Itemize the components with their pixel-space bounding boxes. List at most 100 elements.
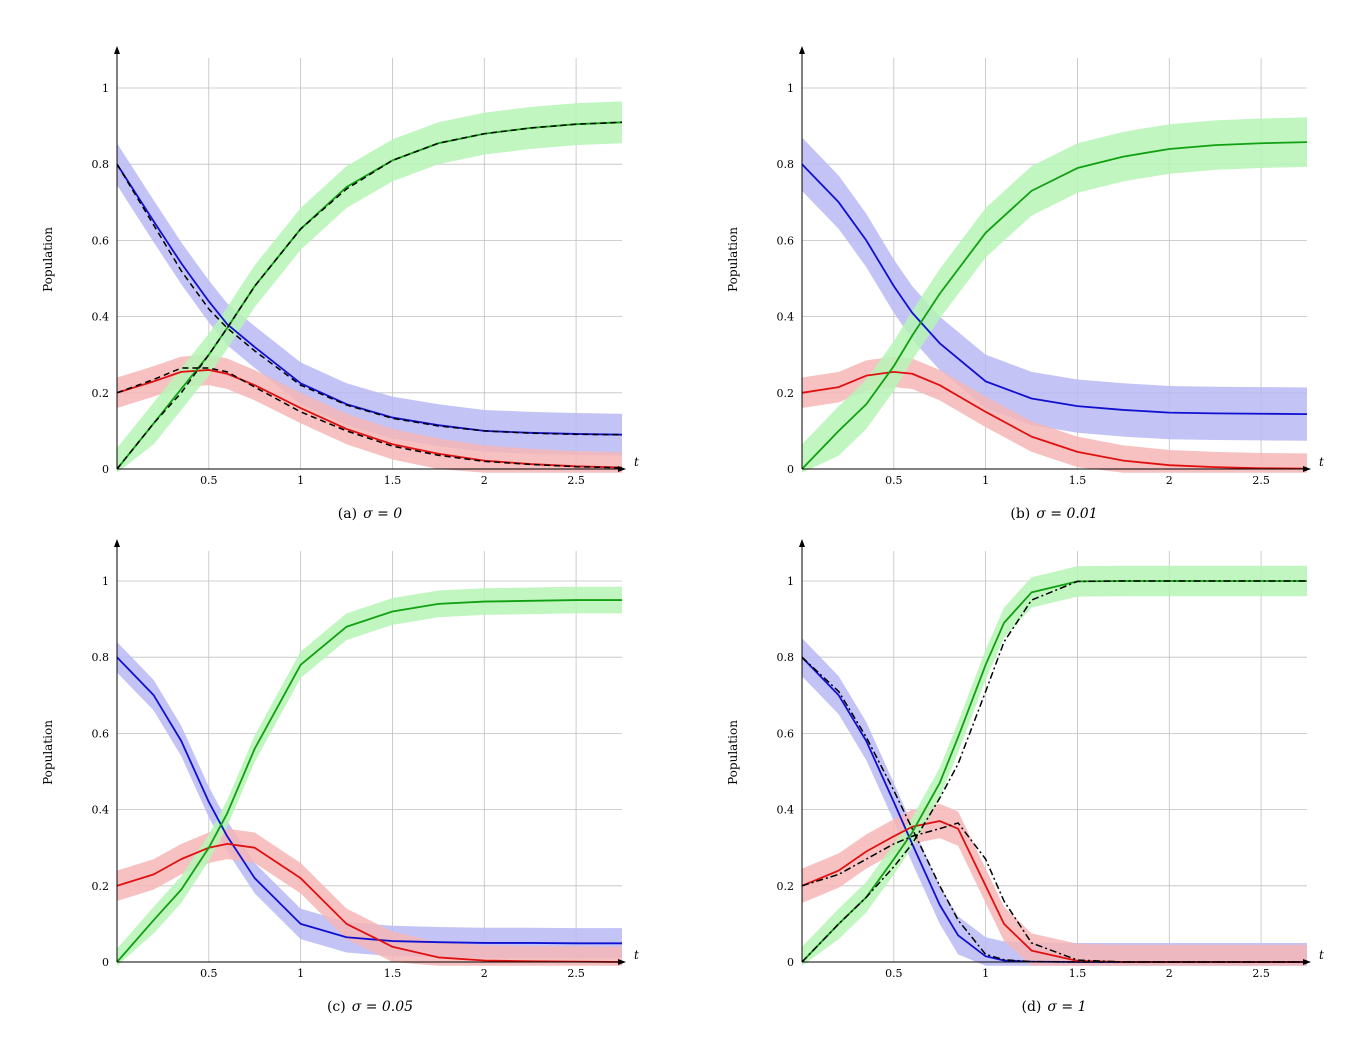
recovered-band <box>117 101 622 473</box>
x-tick-label: 0.5 <box>200 474 218 487</box>
y-axis-label: Population <box>41 720 55 785</box>
susceptible-line <box>116 163 623 436</box>
caption-sigma: σ = 0 <box>363 506 402 522</box>
x-tick-label: 0.5 <box>885 967 903 980</box>
reference-line <box>116 367 623 469</box>
x-axis-label: t <box>1319 455 1324 469</box>
caption-letter: (b) <box>1010 506 1030 522</box>
panel-caption: (a) σ = 0 <box>338 506 402 522</box>
y-axis-label: Population <box>726 720 740 785</box>
y-axis-arrow-icon <box>799 539 805 547</box>
y-axis-arrow-icon <box>799 46 805 54</box>
x-tick-label: 1 <box>982 967 989 980</box>
y-tick-label: 0.4 <box>777 311 795 324</box>
reference-line <box>116 163 623 436</box>
y-tick-label: 0.8 <box>777 158 795 171</box>
y-tick-label: 0.2 <box>777 880 795 893</box>
susceptible-band <box>802 638 1307 966</box>
y-tick-label: 1 <box>787 575 794 588</box>
x-tick-label: 0.5 <box>885 474 903 487</box>
y-axis-arrow-icon <box>114 539 120 547</box>
chart-panel-3: 0.5 1 1.5 2 2.5 0 0.2 0.4 0.6 0.8 1 Population t (d) σ… <box>726 539 1324 1015</box>
y-axis-label: Population <box>41 227 55 292</box>
x-axis-label: t <box>634 948 639 962</box>
x-tick-label: 1.5 <box>384 474 402 487</box>
susceptible-line <box>116 656 622 945</box>
x-tick-label: 2.5 <box>567 967 585 980</box>
x-tick-label: 2.5 <box>567 474 585 487</box>
recovered-line <box>801 141 1308 470</box>
infected-line <box>116 842 623 963</box>
y-tick-label: 0 <box>102 956 109 969</box>
y-tick-label: 0.4 <box>92 804 110 817</box>
infected-band <box>802 803 1307 966</box>
reference-line <box>801 580 1307 963</box>
x-tick-label: 1 <box>297 474 304 487</box>
caption-letter: (c) <box>327 999 346 1015</box>
x-tick-label: 1.5 <box>1069 474 1087 487</box>
recovered-band <box>802 117 1307 473</box>
chart-panel-0: 0.5 1 1.5 2 2.5 0 0.2 0.4 0.6 0.8 1 Population t (a) σ… <box>41 46 639 522</box>
infected-band <box>802 356 1307 473</box>
y-tick-label: 0 <box>102 463 109 476</box>
caption-sigma: σ = 0.05 <box>352 999 413 1015</box>
x-tick-label: 1 <box>982 474 989 487</box>
caption-sigma: σ = 1 <box>1047 999 1086 1015</box>
y-tick-label: 0.8 <box>92 651 110 664</box>
reference-line <box>801 822 1307 963</box>
x-tick-label: 0.5 <box>200 967 218 980</box>
infected-line <box>801 370 1308 470</box>
x-axis-arrow-icon <box>1303 466 1311 472</box>
x-tick-label: 2 <box>1166 474 1173 487</box>
y-tick-label: 0.4 <box>92 311 110 324</box>
y-tick-label: 0.2 <box>777 387 795 400</box>
x-axis-label: t <box>1319 948 1324 962</box>
y-tick-label: 0.6 <box>777 727 795 740</box>
y-tick-label: 0 <box>787 956 794 969</box>
x-tick-label: 2 <box>481 474 488 487</box>
x-tick-label: 2 <box>1166 967 1173 980</box>
x-tick-label: 1 <box>297 967 304 980</box>
y-tick-label: 1 <box>102 82 109 95</box>
y-tick-label: 0.8 <box>92 158 110 171</box>
recovered-line <box>801 580 1307 963</box>
y-axis-arrow-icon <box>114 46 120 54</box>
y-tick-label: 0.4 <box>777 804 795 817</box>
y-tick-label: 1 <box>787 82 794 95</box>
y-axis-label: Population <box>726 227 740 292</box>
recovered-line <box>116 599 622 963</box>
x-axis-label: t <box>634 455 639 469</box>
caption-letter: (a) <box>338 506 357 522</box>
x-tick-label: 2.5 <box>1252 474 1270 487</box>
x-axis-arrow-icon <box>1303 959 1311 965</box>
y-tick-label: 0.6 <box>92 727 110 740</box>
susceptible-band <box>802 137 1307 441</box>
reference-line <box>116 121 623 470</box>
susceptible-line <box>801 163 1308 416</box>
y-tick-label: 1 <box>102 575 109 588</box>
caption-letter: (d) <box>1022 999 1042 1015</box>
y-tick-label: 0.6 <box>92 234 110 247</box>
chart-panel-1: 0.5 1 1.5 2 2.5 0 0.2 0.4 0.6 0.8 1 Population t (b) σ… <box>726 46 1324 522</box>
chart-panel-2: 0.5 1 1.5 2 2.5 0 0.2 0.4 0.6 0.8 1 Population t (c) σ… <box>41 539 639 1015</box>
infected-line <box>116 369 623 469</box>
y-tick-label: 0.2 <box>92 387 110 400</box>
x-tick-label: 2 <box>481 967 488 980</box>
x-axis-arrow-icon <box>618 959 626 965</box>
recovered-band <box>802 565 1307 966</box>
panel-caption: (b) σ = 0.01 <box>1010 506 1097 522</box>
x-tick-label: 1.5 <box>1069 967 1087 980</box>
x-axis-arrow-icon <box>618 466 626 472</box>
susceptible-band <box>117 143 622 456</box>
x-tick-label: 2.5 <box>1252 967 1270 980</box>
infected-band <box>117 354 622 473</box>
susceptible-band <box>117 641 622 959</box>
y-tick-label: 0.2 <box>92 880 110 893</box>
y-tick-label: 0 <box>787 463 794 476</box>
x-tick-label: 1.5 <box>384 967 402 980</box>
panel-caption: (d) σ = 1 <box>1022 999 1087 1015</box>
y-tick-label: 0.6 <box>777 234 795 247</box>
caption-sigma: σ = 0.01 <box>1036 506 1097 522</box>
panel-caption: (c) σ = 0.05 <box>327 999 413 1015</box>
